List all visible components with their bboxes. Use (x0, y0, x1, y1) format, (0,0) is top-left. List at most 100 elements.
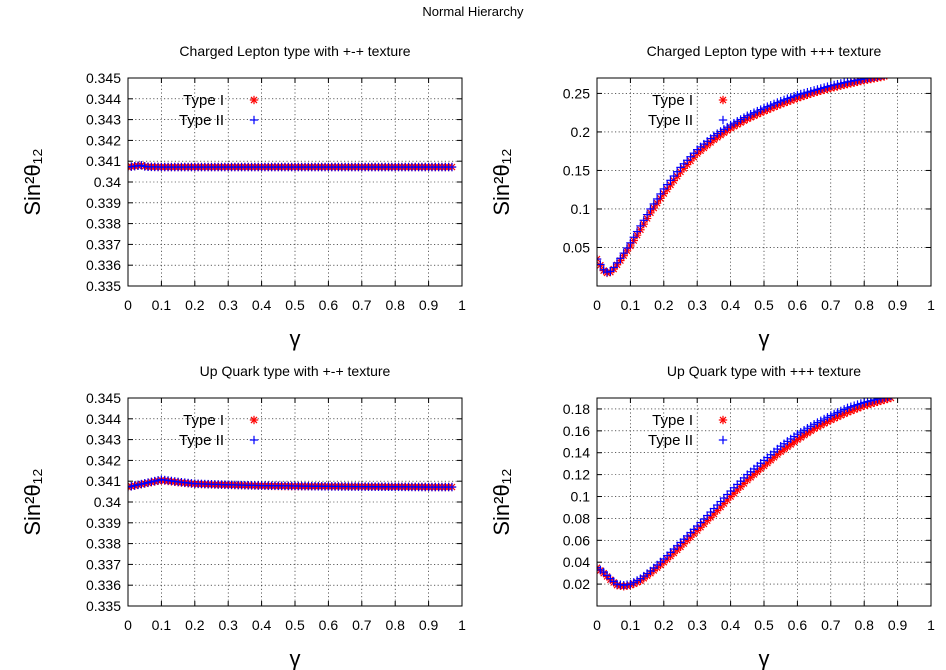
y-tick-label: 0.2 (571, 124, 591, 140)
y-tick-label: 0.335 (86, 278, 121, 294)
data-point-stroke (597, 255, 601, 260)
chart-panel-3: Up Quark type with +-+ texture 0 0.1 0.2 0.3… (20, 363, 466, 670)
x-tick-label: 0.9 (419, 617, 439, 633)
data-point-stroke (880, 78, 885, 81)
x-axis-label: γ (290, 326, 301, 351)
data-point (873, 78, 875, 82)
legend-label: Type II (648, 112, 693, 129)
plot-frame (596, 397, 932, 607)
plot-frame (127, 77, 463, 287)
plot-frame (596, 77, 932, 287)
legend-label: Type I (652, 412, 693, 429)
y-tick-label: 0.337 (86, 236, 121, 252)
x-tick-label: 0.2 (654, 617, 674, 633)
y-tick-label: 0.14 (563, 445, 590, 461)
legend-label: Type I (183, 412, 224, 429)
x-tick-label: 0.6 (788, 297, 808, 313)
plot-area (128, 475, 457, 492)
y-tick-label: 0.343 (86, 432, 121, 448)
chart-title: Up Quark type with +++ texture (667, 363, 861, 379)
data-point (612, 258, 622, 268)
x-tick-label: 0.5 (754, 617, 774, 633)
x-tick-label: 0.4 (721, 297, 741, 313)
data-point (616, 254, 625, 263)
data-point (597, 260, 605, 269)
y-tick-label: 0.15 (563, 162, 590, 178)
x-tick-label: 0.7 (821, 297, 841, 313)
series-type-i (597, 398, 896, 591)
data-point-stroke (128, 486, 132, 491)
data-point (672, 167, 682, 176)
x-tick-label: 0 (593, 297, 601, 313)
y-tick-label: 0.342 (86, 132, 121, 148)
y-tick-label: 0.04 (563, 554, 590, 570)
y-tick-label: 0.345 (86, 390, 121, 406)
y-tick-label: 0.336 (86, 257, 121, 273)
y-tick-label: 0.336 (86, 577, 121, 593)
data-point (886, 398, 896, 403)
legend-marker (249, 95, 259, 105)
y-tick-label: 0.34 (94, 174, 121, 190)
x-tick-label: 0.7 (352, 617, 372, 633)
data-point (669, 171, 679, 181)
x-tick-label: 0.1 (152, 297, 172, 313)
data-point-stroke (597, 258, 601, 263)
chart-panel-2: Charged Lepton type with +++ texture 0 0.1… (489, 43, 935, 351)
x-tick-label: 0.4 (721, 617, 741, 633)
x-tick-label: 1 (927, 617, 935, 633)
plot-area (597, 398, 896, 591)
data-point (646, 204, 655, 214)
legend-marker (249, 415, 259, 425)
y-tick-label: 0.335 (86, 598, 121, 614)
data-point (873, 78, 882, 82)
x-tick-label: 1 (927, 297, 935, 313)
legend-marker (718, 95, 728, 105)
y-tick-label: 0.338 (86, 216, 121, 232)
y-tick-label: 0.34 (94, 494, 121, 510)
chart-title: Charged Lepton type with +++ texture (647, 43, 882, 59)
chart-panel-4: Up Quark type with +++ texture 0 0.1 0.2 0.3… (489, 363, 935, 670)
data-point (866, 78, 876, 82)
y-tick-label: 0.1 (571, 489, 591, 505)
y-tick-label: 0.342 (86, 452, 121, 468)
data-point (636, 221, 645, 231)
y-axis-label: Sin²θ₁₂ (489, 148, 514, 215)
y-tick-label: 0.339 (86, 515, 121, 531)
y-tick-label: 0.06 (563, 532, 590, 548)
y-tick-label: 0.25 (563, 85, 590, 101)
chart-title: Charged Lepton type with +-+ texture (179, 43, 410, 59)
data-point-stroke (874, 78, 879, 82)
data-point (447, 162, 457, 172)
y-tick-label: 0.341 (86, 153, 121, 169)
y-axis-label: Sin²θ₁₂ (20, 468, 45, 535)
data-point (877, 78, 885, 82)
data-point-stroke (887, 398, 892, 402)
legend-marker (718, 115, 728, 125)
legend-marker (249, 435, 259, 445)
data-point (642, 210, 652, 219)
series-type-ii (128, 475, 457, 492)
x-tick-label: 1 (458, 617, 466, 633)
data-point-stroke (876, 78, 882, 82)
legend-label: Type II (648, 432, 693, 449)
y-tick-label: 0.344 (86, 411, 121, 427)
data-point (632, 227, 642, 236)
data-point-stroke (653, 199, 661, 207)
x-tick-label: 0.2 (185, 297, 205, 313)
legend-label: Type I (652, 92, 693, 109)
x-tick-label: 0.9 (888, 617, 908, 633)
series-type-i (128, 475, 457, 492)
x-axis-label: γ (290, 646, 301, 670)
x-tick-label: 0.9 (419, 297, 439, 313)
y-tick-label: 0.12 (563, 467, 590, 483)
x-tick-label: 0.8 (385, 297, 405, 313)
y-tick-label: 0.337 (86, 556, 121, 572)
chart-panel-1: Charged Lepton type with +-+ texture 0 0.1… (20, 43, 466, 351)
data-point (890, 398, 892, 401)
series-type-i (128, 161, 457, 172)
x-tick-label: 0.5 (285, 617, 305, 633)
x-tick-label: 0.3 (218, 617, 238, 633)
plot-frame (127, 397, 463, 607)
data-point-stroke (128, 166, 132, 171)
series-type-ii (597, 78, 885, 277)
